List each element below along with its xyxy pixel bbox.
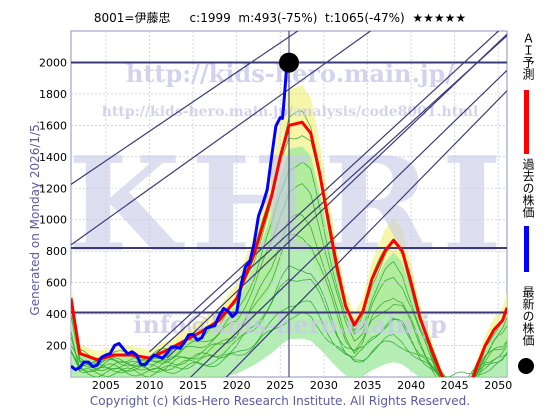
- y-tick-label: 1600: [39, 119, 67, 132]
- header-current: c:1999: [189, 11, 231, 25]
- legend-latest-swatch: [518, 358, 534, 374]
- past-price-line: [71, 61, 291, 372]
- x-tick-label: 2015: [179, 379, 207, 392]
- legend-ai: ＡＩ予測: [517, 32, 537, 154]
- header-code: 8001=伊藤忠: [93, 11, 171, 25]
- trend-line: [225, 90, 507, 377]
- trend-line: [71, 31, 299, 186]
- x-tick-label: 2005: [92, 379, 120, 392]
- legend-latest: 最新の株価: [517, 286, 537, 378]
- header-max: m:493(-75%): [238, 11, 318, 25]
- watermark-url-info: info@kids-hero.main.jp: [133, 310, 447, 339]
- x-tick-label: 2020: [223, 379, 251, 392]
- trend-line: [189, 69, 507, 377]
- latest-price-dot: [279, 52, 299, 73]
- y-tick-label: 400: [46, 308, 67, 321]
- copyright: Copyright (c) Kids-Hero Research Institu…: [89, 394, 471, 408]
- trend-line: [149, 31, 500, 353]
- axis-ticks: 2005 2010 2015 2020 2025 2030 2035 2040 2045 2050…: [39, 56, 512, 392]
- x-tick-label: 2045: [441, 379, 469, 392]
- x-tick-label: 2040: [397, 379, 425, 392]
- legend-past-label: 過去の株価: [521, 158, 535, 218]
- trend-line: [149, 35, 507, 361]
- y-tick-label: 1800: [39, 88, 67, 101]
- x-tick-label: 2010: [135, 379, 163, 392]
- generated-date: Generated on Monday 2026/1/5.: [28, 120, 42, 316]
- x-tick-label: 2035: [353, 379, 381, 392]
- y-tick-label: 2000: [39, 56, 67, 69]
- x-tick-label: 2025: [266, 379, 294, 392]
- y-tick-label: 1400: [39, 151, 67, 164]
- x-tick-label: 2030: [310, 379, 338, 392]
- price-series: [71, 61, 507, 377]
- chart-header: 8001=伊藤忠 c:1999 m:493(-75%) t:1065(-47%)…: [0, 9, 560, 26]
- legend-latest-label: 最新の株価: [521, 286, 535, 346]
- y-tick-label: 200: [46, 340, 67, 353]
- legend-ai-label: ＡＩ予測: [521, 32, 535, 80]
- trend-line: [166, 33, 507, 359]
- y-tick-label: 600: [46, 277, 67, 290]
- watermark-url-analysis: http://kids-hero.main.jp/analysis/code80…: [102, 104, 479, 120]
- y-tick-label: 800: [46, 245, 67, 258]
- legend-past-swatch: [524, 226, 529, 272]
- watermark-big: KHRI: [68, 128, 513, 281]
- legend-ai-swatch: [524, 90, 529, 154]
- trend-channel-lines: [71, 31, 507, 377]
- y-tick-label: 1200: [39, 182, 67, 195]
- header-target: t:1065(-47%): [325, 11, 405, 25]
- legend-past: 過去の株価: [517, 158, 537, 272]
- x-tick-label: 2050: [484, 379, 512, 392]
- y-tick-label: 1000: [39, 214, 67, 227]
- latest-price-marker: [279, 52, 299, 73]
- header-stars: ★★★★★: [412, 11, 467, 25]
